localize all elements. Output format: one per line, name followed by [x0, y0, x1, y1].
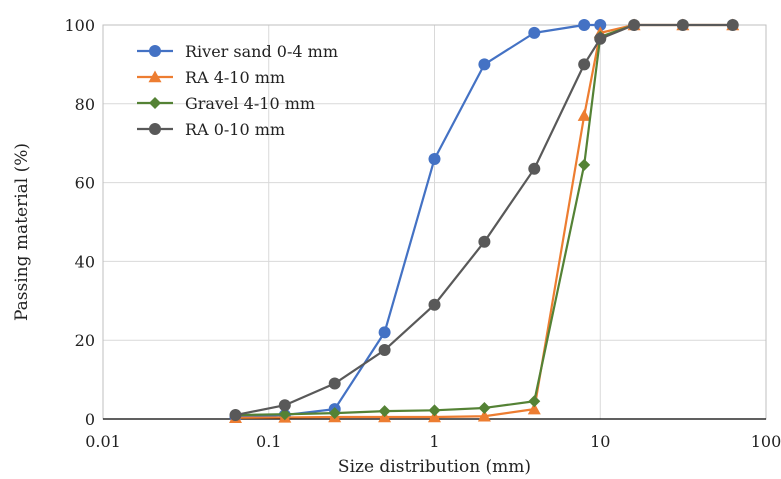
data-point	[578, 19, 591, 31]
data-point	[378, 326, 391, 339]
series-1	[229, 19, 607, 424]
y-tick-label: 40	[75, 252, 95, 271]
legend-label: River sand 0-4 mm	[185, 42, 338, 61]
x-tick-label: 0.01	[85, 432, 121, 451]
legend-item: RA 4-10 mm	[137, 68, 285, 87]
data-point	[527, 402, 541, 415]
y-tick-label: 60	[75, 174, 95, 193]
legend-marker	[149, 97, 161, 109]
series-4	[229, 19, 739, 422]
y-axis-label: Passing material (%)	[12, 143, 32, 321]
y-tick-label: 20	[75, 331, 95, 350]
x-axis-label: Size distribution (mm)	[338, 457, 531, 475]
legend-marker	[149, 45, 161, 57]
y-tick-label: 0	[85, 410, 95, 429]
data-point	[478, 401, 491, 414]
legend-item: River sand 0-4 mm	[137, 42, 338, 61]
series-2	[228, 18, 740, 424]
data-point	[578, 158, 591, 171]
y-tick-label: 80	[75, 95, 95, 114]
y-tick-label: 100	[64, 16, 95, 35]
data-point	[428, 298, 441, 311]
data-point	[578, 58, 591, 71]
axes: 0 20 40 60 80 100 0.01 0.1 1 10 100	[64, 16, 781, 451]
data-point	[428, 410, 441, 423]
data-point	[528, 26, 541, 39]
series-line	[235, 23, 635, 417]
legend-marker	[149, 123, 161, 135]
legend-item: Gravel 4-10 mm	[137, 94, 315, 113]
x-tick-label: 100	[751, 432, 781, 451]
legend-label: RA 0-10 mm	[185, 120, 285, 139]
legend-marker	[148, 70, 162, 83]
x-tick-label: 1	[429, 432, 439, 451]
series-line	[235, 23, 733, 419]
data-point	[428, 404, 441, 417]
data-point	[528, 162, 541, 175]
data-point	[628, 19, 641, 31]
data-point	[676, 19, 689, 31]
data-point	[428, 152, 441, 165]
data-point	[378, 344, 391, 357]
data-point	[328, 377, 341, 390]
data-point	[378, 405, 391, 418]
legend-label: Gravel 4-10 mm	[185, 94, 315, 113]
legend: River sand 0-4 mm RA 4-10 mm Gravel 4-10 m…	[137, 42, 338, 139]
series-lines	[228, 18, 740, 424]
data-point	[278, 408, 291, 421]
data-point	[478, 58, 491, 71]
data-point	[278, 399, 291, 412]
data-point	[726, 19, 739, 31]
legend-label: RA 4-10 mm	[185, 68, 285, 87]
x-tick-label: 10	[590, 432, 610, 451]
data-point	[528, 395, 541, 408]
data-point	[478, 235, 491, 248]
data-point	[577, 109, 591, 121]
x-tick-label: 0.1	[256, 432, 281, 451]
data-point	[594, 32, 607, 45]
series-line	[235, 23, 601, 419]
data-point	[594, 19, 607, 31]
legend-item: RA 0-10 mm	[137, 120, 285, 139]
data-point	[229, 409, 242, 422]
data-point	[477, 409, 491, 422]
series-line	[235, 23, 733, 417]
data-point	[328, 407, 341, 420]
